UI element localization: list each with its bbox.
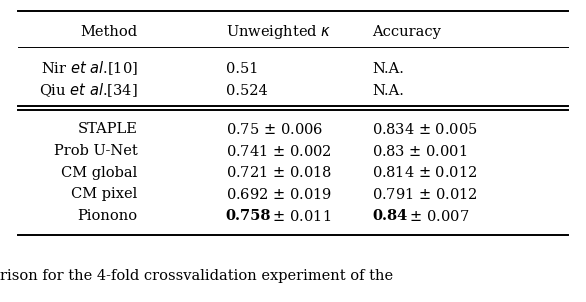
- Text: STAPLE: STAPLE: [78, 122, 138, 136]
- Text: 0.83 $\pm$ 0.001: 0.83 $\pm$ 0.001: [372, 143, 468, 159]
- Text: 0.741 $\pm$ 0.002: 0.741 $\pm$ 0.002: [226, 143, 332, 159]
- Text: 0.758: 0.758: [226, 209, 271, 223]
- Text: CM pixel: CM pixel: [71, 188, 138, 201]
- Text: 0.51: 0.51: [226, 62, 258, 76]
- Text: 0.692 $\pm$ 0.019: 0.692 $\pm$ 0.019: [226, 187, 332, 202]
- Text: 0.524: 0.524: [226, 84, 267, 98]
- Text: Method: Method: [81, 25, 138, 39]
- Text: N.A.: N.A.: [372, 84, 404, 98]
- Text: 0.814 $\pm$ 0.012: 0.814 $\pm$ 0.012: [372, 165, 478, 180]
- Text: 0.721 $\pm$ 0.018: 0.721 $\pm$ 0.018: [226, 165, 332, 180]
- Text: $\pm$ 0.007: $\pm$ 0.007: [405, 209, 469, 224]
- Text: Prob U-Net: Prob U-Net: [54, 144, 138, 158]
- Text: 0.75 $\pm$ 0.006: 0.75 $\pm$ 0.006: [226, 122, 323, 137]
- Text: Nir $\it{et\ al}$.[10]: Nir $\it{et\ al}$.[10]: [40, 60, 138, 77]
- Text: Pionono: Pionono: [77, 209, 138, 223]
- Text: Qiu $\it{et\ al}$.[34]: Qiu $\it{et\ al}$.[34]: [39, 82, 138, 99]
- Text: Unweighted $\kappa$: Unweighted $\kappa$: [226, 23, 331, 41]
- Text: $\pm$ 0.011: $\pm$ 0.011: [268, 209, 331, 224]
- Text: CM global: CM global: [62, 166, 138, 180]
- Text: N.A.: N.A.: [372, 62, 404, 76]
- Text: rison for the 4-fold crossvalidation experiment of the: rison for the 4-fold crossvalidation exp…: [0, 269, 393, 283]
- Text: Accuracy: Accuracy: [372, 25, 441, 39]
- Text: 0.84: 0.84: [372, 209, 407, 223]
- Text: 0.834 $\pm$ 0.005: 0.834 $\pm$ 0.005: [372, 122, 478, 137]
- Text: 0.791 $\pm$ 0.012: 0.791 $\pm$ 0.012: [372, 187, 478, 202]
